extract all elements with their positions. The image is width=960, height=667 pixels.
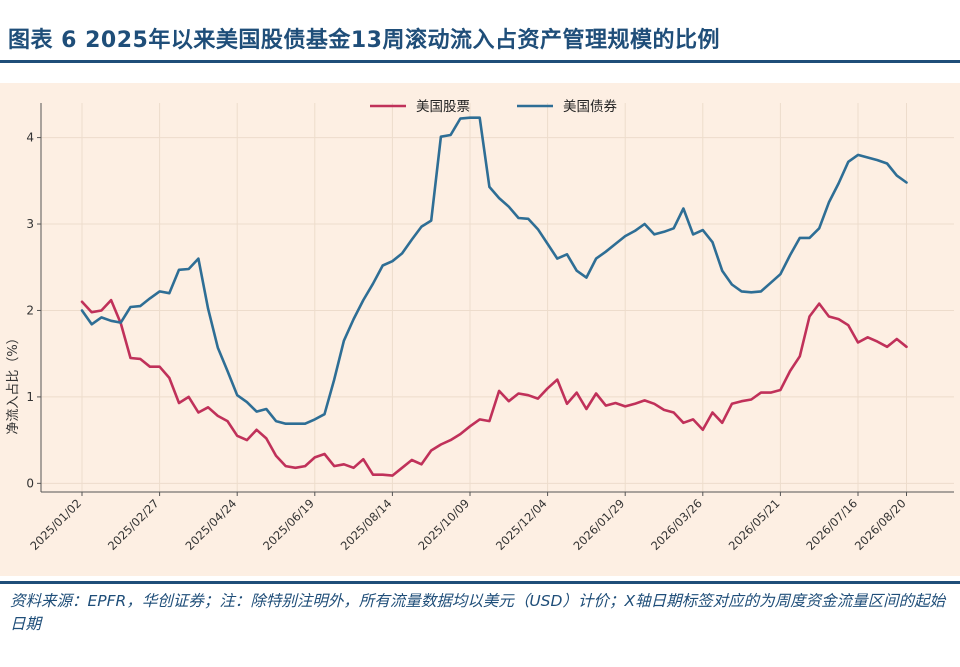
x-tick-label: 2025/02/27 xyxy=(105,496,162,553)
y-tick-label: 2 xyxy=(26,303,34,317)
source-note: 资料来源：EPFR，华创证券；注：除特别注明外，所有流量数据均以美元（USD）计… xyxy=(10,592,946,633)
legend-label: 美国债券 xyxy=(563,99,617,115)
x-tick-label: 2025/10/09 xyxy=(415,496,472,553)
grid-layer xyxy=(41,103,954,492)
top-divider xyxy=(0,60,960,63)
chart-title: 图表 6 2025年以来美国股债基金13周滚动流入占资产管理规模的比例 xyxy=(8,28,720,53)
legend-label: 美国股票 xyxy=(416,99,470,115)
series-line-equity xyxy=(80,298,908,477)
series-line-bond xyxy=(80,116,908,426)
y-tick-label: 0 xyxy=(26,476,34,490)
x-tick-label: 2026/05/21 xyxy=(726,496,783,553)
bottom-divider xyxy=(0,581,960,584)
x-tick-label: 2025/12/04 xyxy=(493,496,550,553)
series-layer xyxy=(80,116,908,477)
x-tick-label: 2025/08/14 xyxy=(338,496,395,553)
x-tick-label: 2025/01/02 xyxy=(27,496,84,553)
legend: 美国股票 美国债券 xyxy=(370,99,617,115)
title-bar: 图表 6 2025年以来美国股债基金13周滚动流入占资产管理规模的比例 xyxy=(0,0,960,62)
x-tick-label: 2026/08/20 xyxy=(852,496,909,553)
y-tick-label: 4 xyxy=(26,131,34,145)
x-tick-label: 2025/06/19 xyxy=(260,496,317,553)
x-tick-label: 2025/04/24 xyxy=(183,496,240,553)
chart-area: 0 1 2 3 4 2025/01/02 2025/02/27 2025/04/24 2025/… xyxy=(0,83,960,576)
line-chart: 0 1 2 3 4 2025/01/02 2025/02/27 2025/04/24 2025/… xyxy=(6,99,954,553)
x-tick-label: 2026/03/26 xyxy=(648,496,705,553)
x-tick-label: 2026/01/29 xyxy=(571,496,628,553)
y-tick-label: 3 xyxy=(26,217,34,231)
y-axis-label: 净流入占比（%） xyxy=(6,331,21,434)
axis-layer: 0 1 2 3 4 2025/01/02 2025/02/27 2025/04/24 2025/… xyxy=(26,103,954,553)
y-tick-label: 1 xyxy=(26,390,34,404)
x-tick-label: 2026/07/16 xyxy=(803,496,860,553)
